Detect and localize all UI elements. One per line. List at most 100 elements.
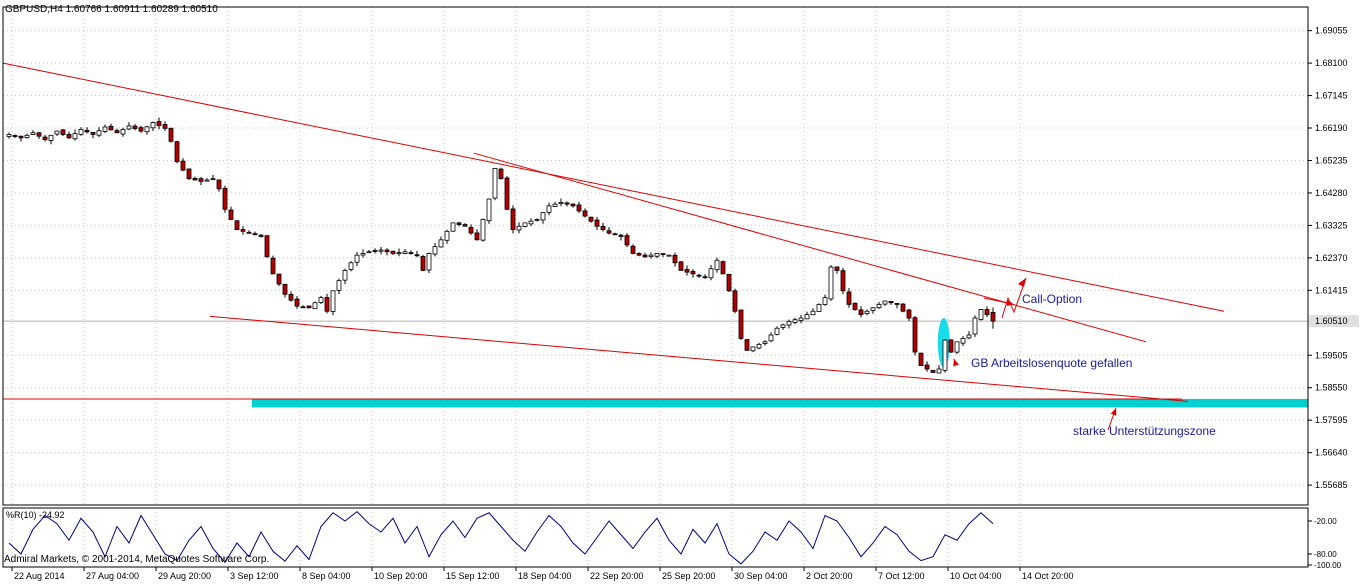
candle-body: [108, 125, 114, 131]
candle-body: [144, 126, 150, 133]
candle-body: [594, 219, 600, 227]
candle-body: [114, 130, 120, 134]
x-tick-label: 22 Sep 20:00: [590, 571, 644, 581]
candle-body: [750, 346, 756, 352]
candle-body: [582, 210, 588, 217]
candle-body: [396, 252, 402, 255]
candle-body: [552, 203, 558, 207]
y-tick-label: 1.58550: [1315, 383, 1348, 393]
candle-body: [450, 222, 456, 232]
candle-body: [264, 235, 270, 258]
candle-body: [966, 334, 972, 339]
candle-body: [72, 133, 78, 140]
annotations-layer: Call-Option GB Arbeitslosenquote gefallen…: [953, 277, 1216, 438]
candle-body: [246, 231, 252, 234]
candle-body: [810, 310, 816, 316]
y-tick-label: 1.62370: [1315, 253, 1348, 263]
candle-body: [792, 319, 798, 323]
williams-r-indicator[interactable]: %R(10) -24.92 -20.00 -80.00 -100.00: [6, 510, 1342, 570]
candle-body: [522, 222, 528, 227]
candle-body: [936, 368, 942, 374]
candle-body: [798, 317, 804, 321]
candle-body: [30, 132, 36, 135]
candle-body: [690, 271, 696, 275]
candle-body: [702, 276, 708, 279]
candle-body: [630, 245, 636, 254]
y-tick-label: 1.63325: [1315, 220, 1348, 230]
candle-body: [834, 266, 840, 271]
y-tick-label: 1.59505: [1315, 350, 1348, 360]
candle-body: [222, 187, 228, 210]
arrowhead: [953, 358, 959, 367]
candle-body: [942, 339, 948, 371]
indicator-label: %R(10) -24.92: [6, 510, 65, 520]
candle-body: [990, 311, 996, 322]
candle-body: [558, 202, 564, 204]
candle-body: [432, 246, 438, 255]
candle-body: [714, 259, 720, 271]
candle-body: [780, 324, 786, 328]
candle-body: [456, 222, 462, 225]
candle-body: [708, 268, 714, 279]
candle-body: [24, 134, 30, 139]
candle-body: [564, 202, 570, 205]
candle-body: [948, 339, 954, 353]
candle-body: [252, 233, 258, 236]
candle-body: [150, 122, 156, 129]
candle-body: [492, 168, 498, 199]
candle-body: [288, 293, 294, 301]
x-tick-label: 3 Sep 12:00: [230, 571, 279, 581]
candle-body: [654, 253, 660, 257]
candle-body: [18, 135, 24, 139]
candle-body: [774, 327, 780, 335]
y-tick-label: 1.69055: [1315, 26, 1348, 36]
indicator-frame: [2, 507, 1309, 568]
candle-body: [90, 131, 96, 135]
candle-body: [864, 310, 870, 315]
axes-layer: 1.69055 1.68100 1.67145 1.66190 1.65235 1.642…: [2, 6, 1359, 581]
candles-layer[interactable]: [6, 117, 996, 374]
candle-body: [606, 230, 612, 234]
annotation-text: GB Arbeitslosenquote gefallen: [971, 356, 1132, 370]
candle-body: [78, 128, 84, 135]
candle-body: [900, 303, 906, 312]
candle-body: [846, 291, 852, 305]
candle-body: [210, 178, 216, 181]
candle-body: [474, 232, 480, 241]
candle-body: [918, 352, 924, 367]
candle-body: [576, 204, 582, 212]
candle-body: [768, 334, 774, 342]
arrowhead: [1018, 278, 1026, 288]
candle-body: [642, 254, 648, 258]
candle-body: [60, 129, 66, 135]
candle-body: [696, 274, 702, 277]
candle-body: [984, 309, 990, 316]
candle-body: [660, 253, 666, 255]
candle-body: [804, 314, 810, 320]
candle-body: [618, 234, 624, 237]
x-tick-label: 22 Aug 2014: [14, 571, 65, 581]
candle-body: [816, 304, 822, 312]
indicator-tick-label: -20.00: [1314, 517, 1337, 526]
candle-body: [162, 124, 168, 129]
candle-body: [672, 254, 678, 264]
candle-body: [636, 253, 642, 256]
candle-body: [876, 304, 882, 309]
candle-body: [342, 270, 348, 281]
x-tick-label: 14 Oct 20:00: [1022, 571, 1074, 581]
candle-body: [384, 249, 390, 253]
candle-body: [132, 125, 138, 129]
candle-body: [420, 256, 426, 271]
candle-body: [186, 168, 192, 180]
candle-body: [624, 235, 630, 246]
x-tick-label: 30 Sep 04:00: [734, 571, 788, 581]
candle-body: [348, 262, 354, 270]
candle-body: [84, 129, 90, 133]
trendlines-layer[interactable]: [2, 62, 1225, 402]
y-tick-label: 1.68100: [1315, 58, 1348, 68]
support-zone: [252, 398, 1308, 408]
candle-body: [528, 220, 534, 225]
candle-body: [294, 298, 300, 307]
candle-body: [870, 307, 876, 311]
